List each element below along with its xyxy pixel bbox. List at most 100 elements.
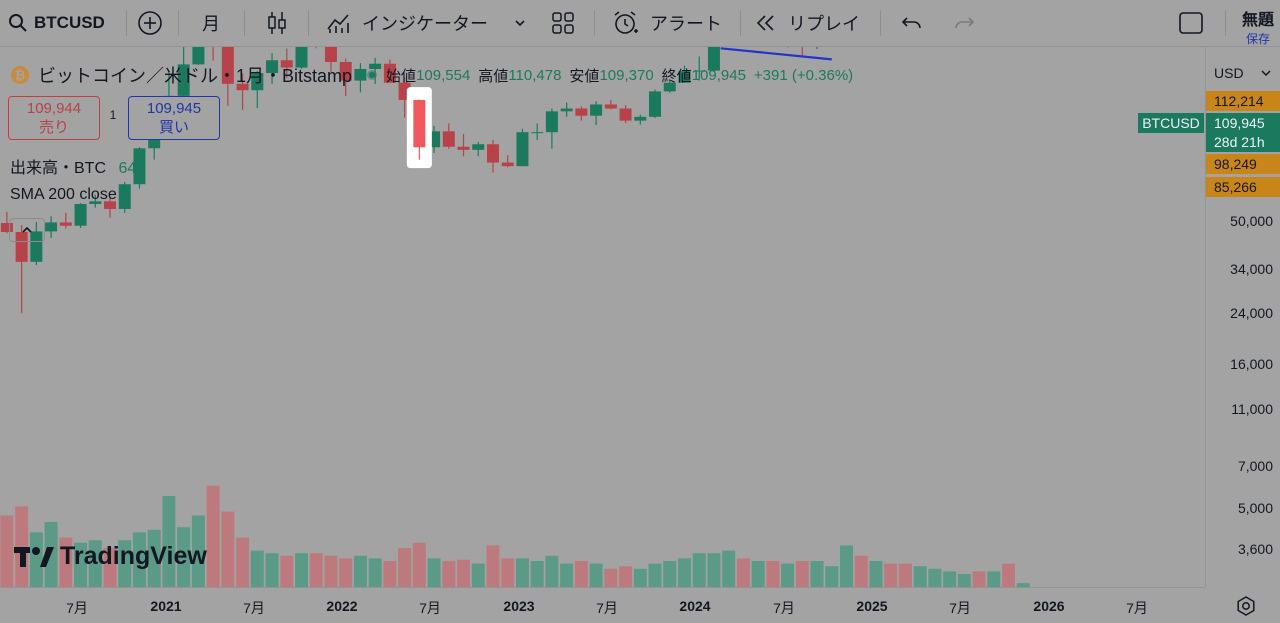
sell-button[interactable]: 109,944 売り bbox=[8, 96, 100, 140]
candle-body bbox=[280, 60, 293, 68]
price-scale[interactable]: USD 112,214 109,945 28d 21h 98,249 85,26… bbox=[1205, 47, 1280, 587]
volume-bar bbox=[648, 563, 662, 587]
order-quantity[interactable]: 1 bbox=[109, 108, 117, 122]
candle-body bbox=[560, 108, 573, 112]
volume-bar bbox=[633, 568, 647, 587]
candle-body bbox=[678, 71, 691, 83]
volume-bar bbox=[854, 555, 868, 587]
volume-bar bbox=[132, 532, 146, 587]
candle-body bbox=[0, 223, 13, 232]
undo-button[interactable] bbox=[901, 0, 923, 46]
time-tick: 2025 bbox=[856, 598, 888, 614]
time-tick: 7月 bbox=[243, 600, 265, 616]
low-value: 109,370 bbox=[599, 66, 654, 84]
currency-selector[interactable]: USD bbox=[1214, 65, 1272, 81]
candle-body bbox=[383, 63, 396, 83]
price-tick: 16,000 bbox=[1230, 356, 1273, 372]
collapse-legend-button[interactable] bbox=[9, 218, 45, 242]
redo-button[interactable] bbox=[953, 0, 975, 46]
volume-bar bbox=[353, 555, 367, 587]
sell-label: 売り bbox=[38, 119, 69, 136]
volume-bar bbox=[427, 558, 441, 587]
candle-body bbox=[89, 201, 102, 204]
volume-bar bbox=[457, 559, 471, 587]
volume-bar bbox=[810, 561, 824, 587]
candle-body bbox=[251, 73, 264, 91]
candle-body bbox=[472, 144, 485, 150]
alarm-clock-icon bbox=[614, 11, 638, 34]
candle-body bbox=[221, 47, 234, 84]
candle-body bbox=[354, 68, 367, 81]
candle-body bbox=[15, 231, 28, 262]
sma-indicator-legend[interactable]: SMA 200 close bbox=[10, 186, 117, 203]
gear-icon bbox=[1237, 596, 1255, 616]
open-label: 始値 bbox=[386, 67, 417, 85]
plus-circle-icon bbox=[138, 11, 162, 35]
volume-bar bbox=[59, 537, 73, 587]
volume-bar bbox=[781, 563, 795, 587]
volume-bar bbox=[898, 563, 912, 587]
svg-text:₿: ₿ bbox=[15, 69, 26, 84]
indicators-dropdown[interactable] bbox=[513, 0, 527, 46]
buy-button[interactable]: 109,945 買い bbox=[128, 96, 220, 140]
volume-indicator-legend[interactable]: 出来高・BTC 648 bbox=[10, 154, 145, 178]
alert-button[interactable]: アラート bbox=[612, 0, 722, 46]
volume-bar bbox=[619, 566, 633, 587]
chart-type-button[interactable] bbox=[265, 0, 289, 46]
volume-bar bbox=[545, 555, 559, 587]
volume-bar bbox=[515, 558, 529, 587]
volume-bar bbox=[736, 558, 750, 587]
time-tick: 2026 bbox=[1033, 598, 1065, 614]
candle-body bbox=[369, 63, 382, 69]
candle-body bbox=[501, 162, 514, 167]
volume-bar bbox=[530, 561, 544, 587]
volume-bar bbox=[118, 540, 132, 587]
indicators-button[interactable]: インジケーター bbox=[326, 0, 488, 46]
volume-bar bbox=[88, 540, 102, 587]
candle-body bbox=[177, 64, 190, 96]
chart-settings-button[interactable] bbox=[1236, 596, 1256, 621]
market-open-dot-icon bbox=[367, 70, 378, 80]
chevron-down-icon bbox=[1261, 70, 1271, 77]
compare-symbol-button[interactable] bbox=[137, 0, 163, 46]
level-label-98249: 98,249 bbox=[1206, 154, 1280, 174]
volume-bar bbox=[943, 571, 957, 587]
time-scale[interactable]: 7月 2021 7月 2022 7月 2023 7月 2024 7月 2025 … bbox=[0, 587, 1205, 623]
level-label-112214: 112,214 bbox=[1206, 91, 1280, 111]
highlighted-candle-body bbox=[413, 99, 426, 148]
volume-bar bbox=[250, 550, 264, 587]
volume-bar bbox=[825, 566, 839, 587]
layout-button[interactable] bbox=[551, 0, 575, 46]
save-link[interactable]: 保存 bbox=[1245, 32, 1270, 46]
volume-bar bbox=[471, 563, 485, 587]
channel-lower-line bbox=[720, 47, 832, 61]
candle-body bbox=[590, 104, 603, 116]
replay-button[interactable]: リプレイ bbox=[754, 0, 860, 46]
volume-bar bbox=[191, 515, 205, 587]
volume-bar bbox=[265, 553, 279, 587]
grid-layout-icon bbox=[552, 12, 574, 34]
volume-bar bbox=[162, 496, 176, 587]
volume-bar bbox=[0, 515, 14, 587]
time-tick: 2022 bbox=[326, 598, 358, 614]
price-tick: 50,000 bbox=[1230, 213, 1273, 229]
volume-bar bbox=[177, 527, 191, 587]
candle-body bbox=[604, 104, 617, 109]
interval-button[interactable]: 月 bbox=[202, 14, 220, 34]
candle-body bbox=[531, 132, 544, 134]
candle-body bbox=[266, 60, 279, 74]
open-value: 109,554 bbox=[416, 66, 471, 84]
layout-save[interactable]: 無題 保存 bbox=[1236, 6, 1280, 47]
volume-bar bbox=[692, 553, 706, 587]
candle-body bbox=[74, 203, 87, 226]
symbol-search[interactable]: BTCUSD bbox=[8, 0, 105, 46]
redo-icon bbox=[955, 17, 975, 29]
candle-body bbox=[192, 47, 205, 65]
candle-body bbox=[693, 70, 706, 72]
candle-body bbox=[339, 61, 352, 81]
price-tick: 24,000 bbox=[1230, 305, 1273, 321]
volume-bar bbox=[280, 555, 294, 587]
price-tick: 7,000 bbox=[1237, 458, 1273, 474]
time-tick: 2021 bbox=[150, 598, 182, 614]
fullscreen-button[interactable] bbox=[1178, 0, 1204, 46]
